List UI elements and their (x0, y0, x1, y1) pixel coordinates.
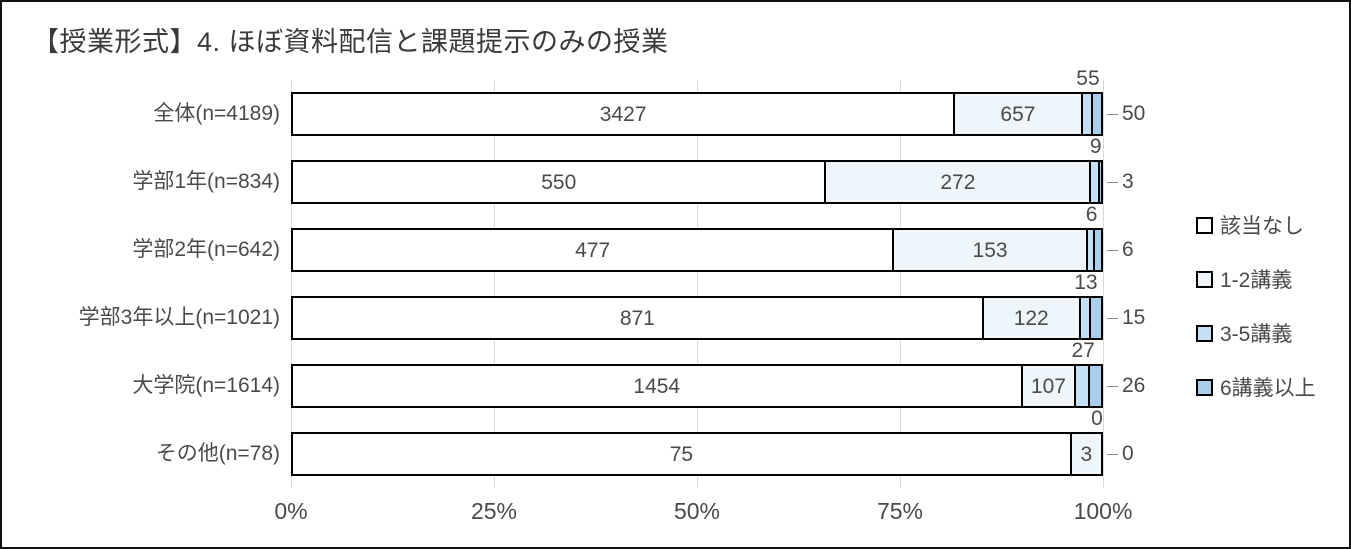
legend-swatch-icon (1196, 378, 1213, 396)
table-row[interactable]: 871 122 (291, 296, 1103, 340)
bar-segment[interactable]: 107 (1020, 364, 1077, 408)
bar-value-label: 272 (940, 170, 976, 194)
category-label: 学部3年以上(n=1021) (78, 306, 280, 329)
chart-title: 【授業形式】4. ほぼ資料配信と課題提示のみの授業 (32, 27, 669, 57)
bar-value-label: 657 (1000, 102, 1036, 126)
bar-value-label: 3 (1080, 442, 1093, 466)
label-leader-line (1107, 454, 1118, 455)
plot-area: 3427 657 550 272 477 153 871 122 1454 107 75 3 (291, 80, 1104, 488)
bar-value-label-right: 26 (1122, 374, 1146, 397)
label-leader-line (1107, 250, 1118, 251)
bar-value-label: 477 (575, 238, 611, 262)
bar-segment[interactable]: 272 (824, 160, 1092, 204)
bar-value-label-right: 6 (1122, 238, 1134, 261)
bar-segment[interactable] (1087, 364, 1103, 408)
bar-segment[interactable] (1093, 228, 1103, 272)
legend-label: 該当なし (1220, 215, 1304, 238)
bar-value-label-right: 15 (1122, 306, 1146, 329)
x-axis-tick-label: 0% (274, 498, 308, 524)
x-axis-tick-label: 50% (673, 498, 721, 524)
bar-segment[interactable]: 871 (291, 296, 984, 340)
bar-value-label: 122 (1013, 306, 1049, 330)
label-leader-line (1107, 386, 1118, 387)
x-axis-tick-label: 100% (1073, 498, 1133, 524)
bar-value-label-above: 27 (1071, 338, 1095, 362)
legend-swatch-icon (1196, 270, 1213, 288)
chart-legend: 該当なし 1-2講義 3-5講義 6講義以上 (1196, 198, 1346, 414)
table-row[interactable]: 477 153 (291, 228, 1103, 272)
bar-value-label-above: 55 (1076, 66, 1100, 90)
label-leader-line (1107, 114, 1118, 115)
bar-value-label-above: 13 (1074, 270, 1098, 294)
category-label: 学部2年(n=642) (132, 238, 280, 261)
legend-swatch-icon (1196, 216, 1213, 234)
bar-segment[interactable]: 657 (953, 92, 1083, 136)
bar-value-label: 871 (619, 306, 655, 330)
label-leader-line (1107, 318, 1118, 319)
bar-value-label-above: 6 (1085, 202, 1098, 226)
bar-segment[interactable] (1089, 296, 1103, 340)
bar-segment[interactable]: 3427 (291, 92, 956, 136)
table-row[interactable]: 3427 657 (291, 92, 1103, 136)
label-leader-line (1107, 182, 1118, 183)
category-label: 大学院(n=1614) (132, 374, 280, 397)
bar-segment[interactable]: 1454 (291, 364, 1023, 408)
bar-value-label-right: 0 (1122, 442, 1134, 465)
table-row[interactable]: 550 272 (291, 160, 1103, 204)
legend-label: 6講義以上 (1220, 377, 1316, 400)
bar-segment[interactable]: 153 (892, 228, 1088, 272)
gridline (1103, 80, 1104, 488)
bar-value-label-right: 3 (1122, 170, 1134, 193)
legend-label: 3-5講義 (1220, 323, 1293, 346)
bar-segment[interactable]: 122 (981, 296, 1081, 340)
x-axis-tick-label: 25% (470, 498, 518, 524)
bar-value-label: 550 (541, 170, 577, 194)
bar-value-label-above: 9 (1089, 134, 1102, 158)
gridline (900, 80, 901, 488)
category-label: 学部1年(n=834) (132, 170, 280, 193)
legend-label: 1-2講義 (1220, 269, 1293, 292)
bar-value-label-above: 0 (1091, 406, 1103, 430)
bar-value-label: 107 (1030, 374, 1066, 398)
bar-value-label: 153 (972, 238, 1008, 262)
table-row[interactable]: 1454 107 (291, 364, 1103, 408)
legend-swatch-icon (1196, 324, 1213, 342)
legend-item[interactable]: 該当なし (1196, 198, 1346, 252)
bar-segment[interactable] (1091, 92, 1103, 136)
category-label: 全体(n=4189) (153, 102, 280, 125)
legend-item[interactable]: 6講義以上 (1196, 360, 1346, 414)
legend-item[interactable]: 1-2講義 (1196, 252, 1346, 306)
x-axis-tick-label: 75% (876, 498, 924, 524)
bar-value-label-right: 50 (1122, 102, 1146, 125)
table-row[interactable]: 75 3 (291, 432, 1103, 476)
bar-segment[interactable]: 3 (1069, 432, 1103, 476)
gridline (697, 80, 698, 488)
bar-segment[interactable]: 477 (291, 228, 895, 272)
bar-segment[interactable]: 75 (291, 432, 1072, 476)
bar-segment[interactable]: 550 (291, 160, 827, 204)
bar-value-label: 3427 (599, 102, 647, 126)
legend-item[interactable]: 3-5講義 (1196, 306, 1346, 360)
bar-value-label: 75 (669, 442, 694, 466)
gridline (291, 80, 292, 488)
bar-value-label: 1454 (633, 374, 681, 398)
category-label: その他(n=78) (155, 442, 280, 465)
bar-segment[interactable] (1098, 160, 1103, 204)
gridline (494, 80, 495, 488)
